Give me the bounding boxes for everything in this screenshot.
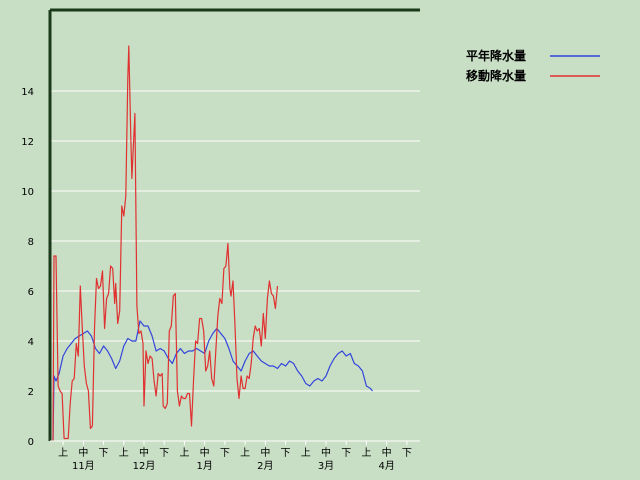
x-period-label: 下 bbox=[281, 448, 291, 459]
x-month-label: 11月 bbox=[72, 460, 95, 472]
series-lines bbox=[52, 45, 373, 442]
x-period-label: 下 bbox=[402, 448, 412, 459]
x-month-label: 2月 bbox=[257, 460, 273, 472]
x-period-label: 上 bbox=[119, 447, 129, 459]
y-tick-label: 12 bbox=[21, 137, 34, 148]
y-tick-label: 8 bbox=[28, 237, 34, 248]
y-tick-label: 14 bbox=[21, 87, 34, 98]
x-month-label: 12月 bbox=[133, 460, 156, 472]
x-month-label: 4月 bbox=[378, 460, 394, 472]
x-period-label: 中 bbox=[260, 446, 270, 459]
y-tick-label: 10 bbox=[21, 187, 34, 198]
x-period-label: 上 bbox=[240, 447, 250, 459]
axes bbox=[48, 8, 420, 442]
x-period-label: 下 bbox=[159, 448, 169, 459]
x-period-label: 下 bbox=[99, 448, 109, 459]
x-period-label: 中 bbox=[321, 446, 331, 459]
series-line-moving bbox=[52, 45, 279, 442]
series-line-normal bbox=[52, 320, 373, 442]
x-period-label: 下 bbox=[220, 448, 230, 459]
tick-labels: 02468101214上中下上中下上中下上中下上中下上中下11月 12月 1月 2月 3… bbox=[21, 87, 412, 472]
legend-label-moving: 移動降水量 bbox=[466, 68, 526, 83]
x-period-label: 上 bbox=[58, 447, 68, 459]
x-month-label: 1月 bbox=[196, 460, 212, 472]
y-tick-label: 0 bbox=[28, 437, 34, 448]
x-period-label: 上 bbox=[301, 447, 311, 459]
legend-label-normal: 平年降水量 bbox=[466, 48, 526, 63]
x-month-label: 3月 bbox=[318, 460, 334, 472]
x-period-label: 上 bbox=[361, 447, 371, 459]
x-period-label: 上 bbox=[179, 447, 189, 459]
y-tick-label: 2 bbox=[28, 387, 34, 398]
x-period-label: 下 bbox=[341, 448, 351, 459]
legend: 平年降水量 移動降水量 bbox=[466, 48, 600, 83]
x-period-label: 中 bbox=[200, 446, 210, 459]
x-period-label: 中 bbox=[139, 446, 149, 459]
legend-item-moving: 移動降水量 bbox=[466, 68, 600, 83]
y-tick-label: 4 bbox=[28, 337, 34, 348]
grid-lines bbox=[50, 90, 420, 445]
x-period-label: 中 bbox=[382, 446, 392, 459]
y-tick-label: 6 bbox=[28, 287, 34, 298]
legend-item-normal: 平年降水量 bbox=[466, 48, 600, 63]
x-period-label: 中 bbox=[78, 446, 88, 459]
